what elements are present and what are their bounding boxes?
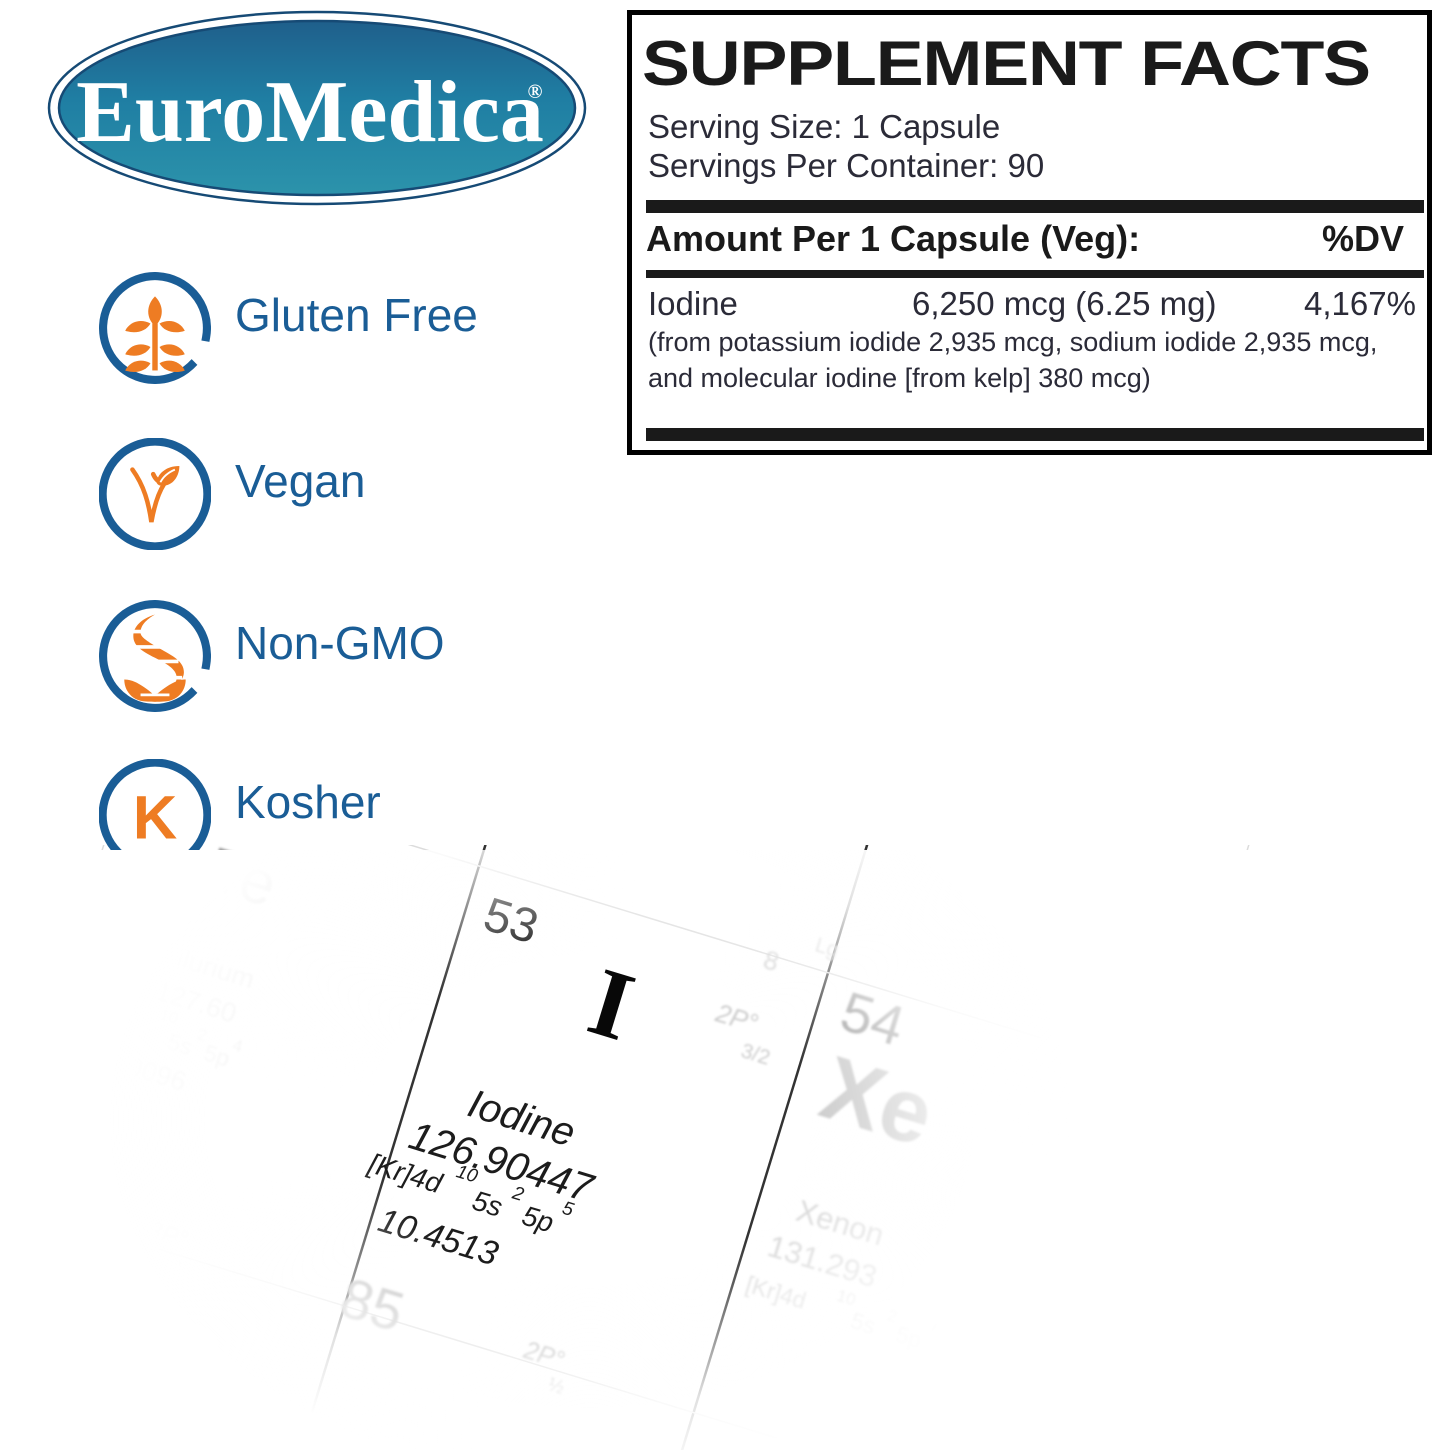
svg-text:K: K (133, 783, 177, 852)
